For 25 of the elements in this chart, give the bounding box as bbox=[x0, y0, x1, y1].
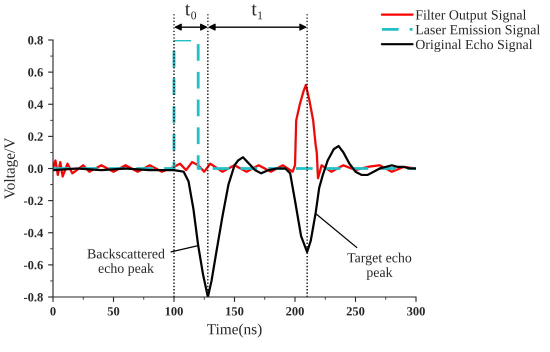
annotation: Target echo peak bbox=[347, 252, 412, 280]
y-tick-label: 0.0 bbox=[28, 164, 43, 174]
y-tick-label: 0.6 bbox=[28, 68, 43, 77]
text: t₁ bbox=[252, 4, 262, 20]
x-tick-label: 100 bbox=[166, 307, 183, 316]
x-tick-label: 200 bbox=[286, 307, 304, 316]
y-tick-label: -0.4 bbox=[24, 228, 44, 238]
x-tick-label: 150 bbox=[226, 307, 244, 316]
y-tick-label: -0.6 bbox=[24, 260, 43, 270]
y-tick-label: 0.4 bbox=[28, 100, 44, 109]
legend-label: Filter Output Signal bbox=[416, 10, 526, 22]
y-axis-title: Voltage/V bbox=[4, 138, 18, 200]
y-tick-label: 0.8 bbox=[28, 36, 43, 45]
x-tick-label: 300 bbox=[407, 307, 425, 316]
annotation: Backscattered echo peak bbox=[87, 248, 165, 276]
y-tick-label: -0.8 bbox=[24, 293, 43, 302]
y-tick-label: 0.2 bbox=[28, 132, 43, 141]
legend-label: Original Echo Signal bbox=[416, 39, 532, 52]
x-tick-label: 250 bbox=[346, 307, 364, 316]
x-tick-label: 50 bbox=[108, 307, 120, 316]
x-tick-label: 0 bbox=[50, 307, 56, 316]
y-tick-label: -0.2 bbox=[24, 196, 43, 206]
x-axis-title: Time(ns) bbox=[207, 324, 262, 338]
text: t₀ bbox=[185, 4, 196, 20]
legend-label: Laser Emission Signal bbox=[416, 24, 540, 38]
